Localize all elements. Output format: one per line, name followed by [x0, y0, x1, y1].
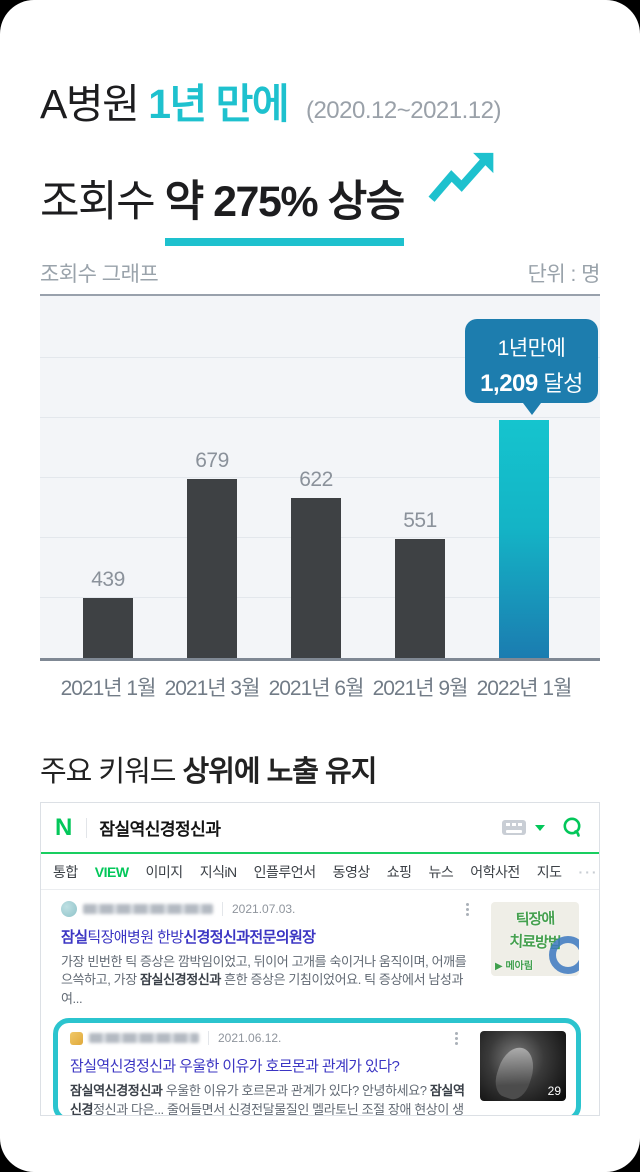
tabs-more-icon[interactable]: ···: [578, 863, 599, 880]
naver-search-mockup: N 잠실역신경정신과 통합 VIEW 이미지 지식iN 인플루언서 동영상 쇼핑…: [40, 802, 600, 1116]
hospital-name: A병원: [40, 81, 140, 127]
result-1-snippet: 가장 빈번한 틱 증상은 깜박임이었고, 뒤이어 고개를 숙이거나 움직이며, …: [61, 953, 477, 1008]
avatar: [61, 901, 77, 917]
tooltip-line1: 1년만에: [497, 337, 566, 360]
snippet-part: 우울한 이유가 호르몬과 관계가 있다? 안녕하세요?: [162, 1083, 430, 1099]
tooltip-suffix: 달성: [537, 371, 583, 396]
headline-line1: A병원 1년 만에 (2020.12~2021.12): [40, 70, 501, 130]
title-part: 잠실: [61, 929, 88, 946]
video-duration: 29: [547, 1084, 561, 1099]
search-tabs: 통합 VIEW 이미지 지식iN 인플루언서 동영상 쇼핑 뉴스 어학사전 지도…: [41, 854, 599, 890]
tab-news[interactable]: 뉴스: [428, 863, 454, 880]
search-divider: [86, 817, 88, 838]
tab-view[interactable]: VIEW: [94, 863, 129, 880]
bar-2021-06: 622: [291, 468, 341, 658]
thumbnail-brand: ▶ 메아림: [495, 961, 534, 972]
snippet-part: 흔한 증상은 기침이었어요. 틱 증상에서 남성과 여...: [61, 972, 464, 1006]
more-options-icon[interactable]: [455, 1036, 458, 1040]
search-results: 2021.07.03. 잠실틱장애병원 한방신경정신과전문의원장 가장 빈번한 …: [41, 890, 599, 1116]
tab-shopping[interactable]: 쇼핑: [386, 863, 412, 880]
naver-logo[interactable]: N: [55, 813, 73, 841]
x-axis-label: 2021년 9월: [372, 677, 469, 700]
result-date: 2021.07.03.: [222, 902, 295, 916]
search-result-1: 2021.07.03. 잠실틱장애병원 한방신경정신과전문의원장 가장 빈번한 …: [61, 900, 579, 1008]
tab-dictionary[interactable]: 어학사전: [470, 863, 520, 880]
period-highlight: 1년 만에: [148, 81, 289, 127]
rise-value: 약 275% 상승: [164, 167, 405, 246]
snippet-keyword: 잠실역신경정신과: [70, 1083, 163, 1099]
x-axis-label: 2022년 1월: [476, 677, 573, 700]
bar-value-label: 679: [195, 449, 229, 472]
thumbnail-decoration: [549, 936, 579, 974]
blurred-author: [89, 1033, 199, 1044]
thumbnail-text: 틱장애: [515, 910, 555, 929]
gridline: [40, 417, 600, 418]
keyword-title-regular: 주요 키워드: [40, 756, 183, 788]
bar-value-label: 622: [299, 468, 333, 491]
search-input[interactable]: 잠실역신경정신과: [99, 820, 221, 839]
search-result-2: 2021.06.12. 잠실역신경정신과 우울한 이유가 호르몬과 관계가 있다…: [70, 1029, 566, 1116]
snippet-keyword: 잠실역신경: [70, 1083, 465, 1116]
title-part: 신경정신과전문의원장: [183, 929, 316, 946]
bar-2021-01: 439: [83, 568, 133, 658]
achievement-tooltip: 1년만에 1,209 달성: [465, 319, 598, 415]
result-2-title-link[interactable]: 잠실역신경정신과 우울한 이유가 호르몬과 관계가 있다?: [70, 1058, 400, 1076]
chart-unit-label: 단위 : 명: [527, 263, 601, 286]
result-2-snippet: 잠실역신경정신과 우울한 이유가 호르몬과 관계가 있다? 안녕하세요? 잠실역…: [70, 1082, 466, 1116]
trend-up-arrow-icon: [428, 152, 494, 202]
snippet-keyword: 잠실신경정신과: [140, 972, 221, 988]
result-2-main: 2021.06.12. 잠실역신경정신과 우울한 이유가 호르몬과 관계가 있다…: [70, 1029, 466, 1116]
tab-video[interactable]: 동영상: [332, 863, 371, 880]
result-1-main: 2021.07.03. 잠실틱장애병원 한방신경정신과전문의원장 가장 빈번한 …: [61, 900, 477, 1008]
thumbnail-photo: [490, 1043, 540, 1102]
more-options-icon[interactable]: [466, 907, 469, 911]
keyboard-icon[interactable]: [502, 820, 526, 835]
tooltip-line2: 1,209 달성: [465, 366, 598, 398]
result-1-meta: 2021.07.03.: [61, 900, 477, 918]
x-axis-label: 2021년 6월: [268, 677, 365, 700]
tab-map[interactable]: 지도: [536, 863, 562, 880]
highlighted-result-box: 2021.06.12. 잠실역신경정신과 우울한 이유가 호르몬과 관계가 있다…: [53, 1018, 581, 1116]
snippet-part: 가장 빈번한 틱 증상은 깜박임이었고, 뒤이어 고개를 숙이거나 움직이며, …: [61, 954, 467, 988]
keyword-title-bold: 상위에 노출 유지: [182, 756, 378, 788]
result-1-thumbnail[interactable]: 틱장애 치료방법 ▶ 메아림: [491, 902, 579, 976]
search-magnifier-icon[interactable]: [561, 816, 585, 840]
bar-2022-01-highlight: [499, 420, 549, 658]
tab-kin[interactable]: 지식iN: [199, 863, 237, 880]
keyword-section-title: 주요 키워드 상위에 노출 유지: [40, 748, 378, 790]
bar-value-label: 439: [91, 568, 125, 591]
result-date: 2021.06.12.: [208, 1031, 281, 1046]
title-part: 틱장애병원 한방: [87, 929, 184, 946]
chart-caption: 조회수 그래프: [40, 263, 159, 286]
result-1-title-link[interactable]: 잠실틱장애병원 한방신경정신과전문의원장: [61, 926, 477, 947]
x-axis-labels: 2021년 1월 2021년 3월 2021년 6월 2021년 9월 2022…: [40, 672, 600, 700]
tooltip-pointer: [522, 403, 541, 415]
blurred-author: [83, 904, 213, 914]
snippet-part: 정신과 다은... 줄어들면서 신경전달물질인 멜라토닌 조절 장애 현상이 생…: [93, 1101, 464, 1116]
searchbar-underline: [41, 852, 599, 854]
x-axis-label: 2021년 1월: [60, 677, 157, 700]
tab-influencer[interactable]: 인플루언서: [253, 863, 316, 880]
result-2-meta: 2021.06.12.: [70, 1029, 466, 1047]
search-bar: N 잠실역신경정신과: [41, 803, 599, 852]
period-range: (2020.12~2021.12): [305, 97, 502, 124]
avatar: [70, 1031, 83, 1045]
headline-line2: 조회수 약 275% 상승: [40, 150, 498, 246]
result-2-thumbnail[interactable]: 29: [480, 1031, 566, 1102]
dropdown-caret-icon[interactable]: [535, 824, 545, 831]
tab-integrated[interactable]: 통합: [53, 863, 78, 880]
x-axis-label: 2021년 3월: [164, 677, 261, 700]
gridline: [40, 477, 600, 478]
tooltip-value: 1,209: [480, 370, 538, 397]
bar-2021-03: 679: [187, 449, 237, 658]
bar-2021-09: 551: [395, 509, 445, 658]
tab-image[interactable]: 이미지: [145, 863, 184, 880]
gridline: [40, 357, 600, 358]
metric-label: 조회수: [40, 178, 165, 226]
bar-value-label: 551: [403, 509, 437, 532]
bar-chart-plot: 439 679 622 551 1년만에 1,209 달성: [40, 294, 600, 661]
